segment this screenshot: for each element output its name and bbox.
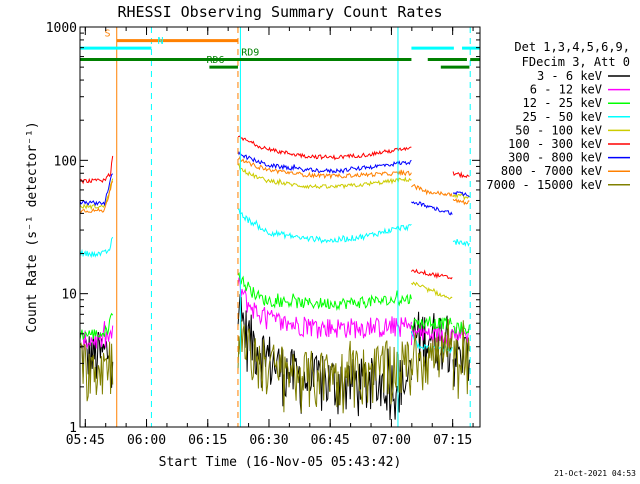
series-3-segment-3 [452,238,470,247]
series-4 [79,162,470,300]
flag-n-label: N [158,36,164,47]
legend-label-6: 300 - 800 keV [508,151,602,165]
series-7-segment-1 [237,155,412,180]
x-tick-label-0: 05:45 [66,433,105,448]
series-8-segment-2 [410,319,453,391]
series-7-segment-2 [411,184,453,198]
series-8-segment-1 [237,320,412,414]
series-5 [79,135,470,280]
legend-label-5: 100 - 300 keV [508,137,602,151]
chart-title: RHESSI Observing Summary Count Rates [117,3,442,21]
plot-frame [79,26,481,428]
legend-label-8: 7000 - 15000 keV [486,178,602,192]
x-tick-label-4: 06:45 [311,433,350,448]
legend-header-line-2: FDecim 3, Att 0 [522,55,630,69]
series-7-segment-0 [79,181,114,214]
axes: 1 10 100 1000 05:45 06:00 06:15 06:30 06:45 07:00… [46,21,480,448]
y-tick-label-2: 100 [54,154,77,169]
series-2-segment-2 [410,316,453,332]
series-7-segment-3 [452,198,470,206]
y-axis-label: Count Rate (s⁻¹ detector⁻¹) [25,121,40,332]
series-5-segment-0 [79,155,114,185]
series-2 [79,272,470,341]
flag-s-label: S [104,29,110,40]
series-4-segment-2 [411,281,453,300]
x-tick-label-3: 06:30 [249,433,288,448]
series-7 [79,155,470,214]
series-4-segment-3 [452,192,470,201]
series-2-segment-3 [453,321,470,335]
footer-date: 21-Oct-2021 04:53 [554,469,636,478]
legend-label-1: 6 - 12 keV [530,83,602,97]
legend-label-7: 800 - 7000 keV [501,164,602,178]
series-6-segment-0 [79,173,114,207]
legend-label-0: 3 - 6 keV [537,69,602,83]
series-2-segment-0 [79,312,114,341]
flag-rd9-label: RD9 [241,48,259,59]
series-6-segment-1 [237,150,412,174]
flag-rd6-label: RD6 [207,55,225,66]
legend: Det 1,3,4,5,6,9, FDecim 3, Att 0 3 - 6 k… [486,40,630,192]
flag-bars: S N RD9 RD6 [80,29,480,69]
x-tick-label-5: 07:00 [372,433,411,448]
series-5-segment-2 [410,268,453,280]
y-tick-label-1: 10 [61,288,77,303]
series-8-segment-0 [79,341,114,402]
series-4-segment-0 [79,178,114,211]
series-6 [79,150,470,216]
series-5-segment-3 [452,171,470,179]
series-3-segment-1 [237,208,412,244]
series-6-segment-2 [411,201,453,216]
legend-label-4: 50 - 100 keV [515,123,602,137]
series-1-segment-1 [237,277,412,339]
x-tick-label-6: 07:15 [433,433,472,448]
legend-label-2: 12 - 25 keV [523,96,602,110]
x-axis-label: Start Time (16-Nov-05 05:43:42) [159,455,402,470]
series-3-segment-0 [79,236,114,259]
series-6-segment-3 [452,191,470,198]
series-5-segment-1 [237,135,412,161]
y-tick-label-0: 1 [69,421,77,436]
x-tick-label-1: 06:00 [127,433,166,448]
legend-label-3: 25 - 50 keV [523,110,602,124]
x-tick-label-2: 06:15 [188,433,227,448]
series-8-segment-3 [452,320,470,399]
series-8 [79,319,470,414]
series-2-segment-1 [237,272,412,311]
y-tick-label-3: 1000 [46,21,77,36]
legend-header-line-1: Det 1,3,4,5,6,9, [514,40,630,54]
data-layer [79,135,470,421]
series-4-segment-1 [237,162,412,190]
